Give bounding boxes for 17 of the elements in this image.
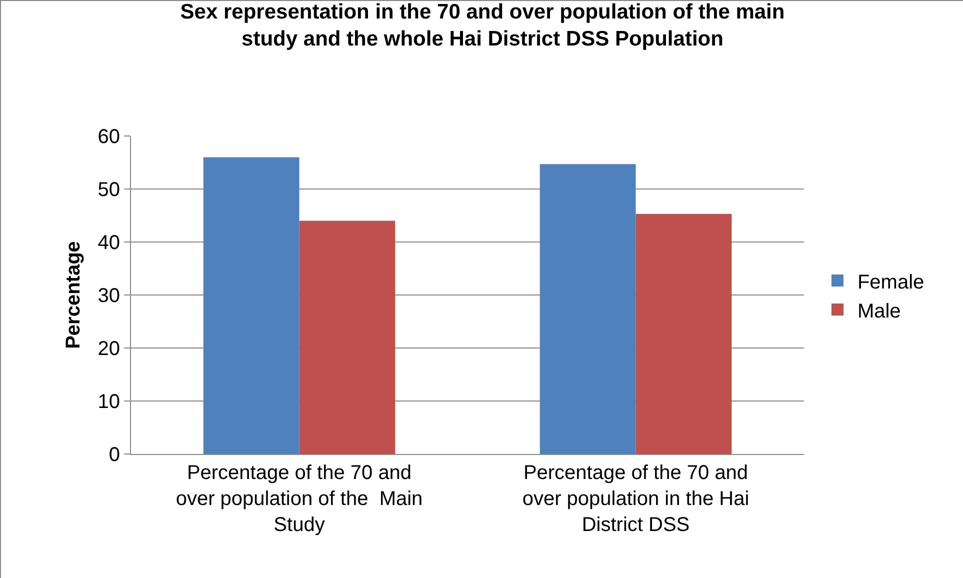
x-tick-label: Percentage of the 70 and over population in the Hai District DSS	[522, 462, 750, 536]
bar	[299, 220, 396, 454]
bar	[203, 157, 300, 454]
y-tick-label: 40	[98, 232, 120, 254]
legend-label: Male	[857, 300, 901, 322]
y-tick-label: 50	[98, 179, 120, 201]
y-tick-label: 10	[98, 391, 120, 413]
y-tick-label: 30	[98, 285, 120, 307]
y-tick-label: 0	[108, 444, 120, 466]
legend-label: Female	[857, 271, 924, 294]
y-axis-title: Percentage	[62, 241, 84, 349]
chart-title: Sex representation in the 70 and over population of the main study and the whole Hai District DSS Population	[180, 0, 785, 51]
x-tick-label: Percentage of the 70 and over population of the Main Study	[176, 462, 423, 536]
y-tick-label: 20	[98, 338, 120, 360]
y-tick-label: 60	[98, 126, 120, 148]
bar	[636, 214, 732, 454]
bar	[540, 164, 636, 454]
